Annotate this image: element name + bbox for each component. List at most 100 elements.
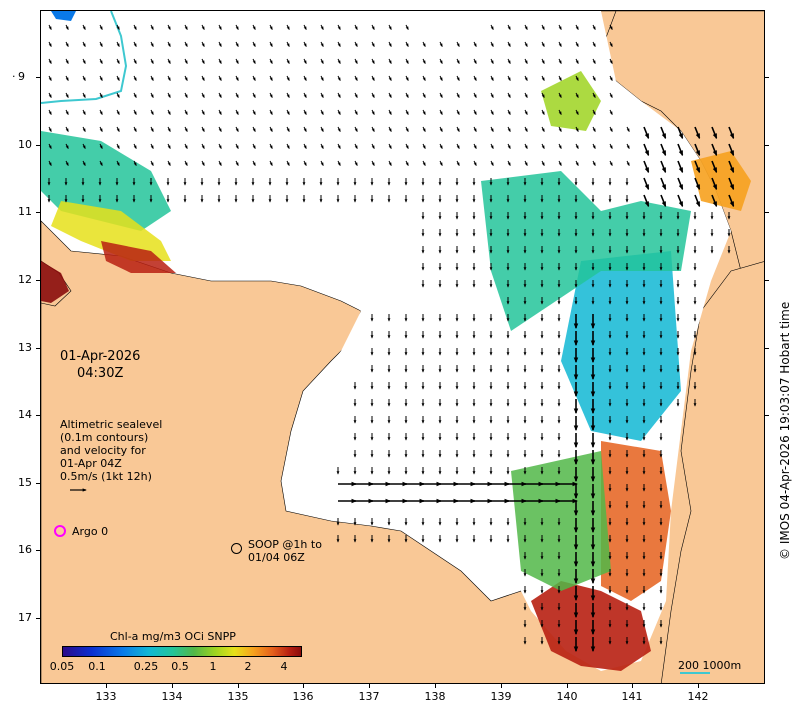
velocity-arrow bbox=[558, 92, 562, 99]
velocity-arrow bbox=[405, 126, 409, 133]
velocity-arrow bbox=[184, 58, 188, 65]
velocity-arrow bbox=[354, 109, 358, 116]
velocity-arrow bbox=[269, 109, 273, 116]
velocity-arrow bbox=[473, 109, 477, 116]
velocity-arrow bbox=[558, 58, 562, 65]
velocity-arrow bbox=[252, 58, 256, 65]
velocity-arrow bbox=[48, 75, 52, 82]
velocity-arrow bbox=[643, 143, 650, 157]
velocity-arrow bbox=[65, 41, 69, 48]
velocity-arrow bbox=[558, 126, 562, 133]
map-canvas[interactable] bbox=[40, 10, 765, 684]
velocity-arrow bbox=[439, 75, 443, 82]
velocity-arrow bbox=[184, 160, 188, 167]
velocity-arrow bbox=[337, 41, 341, 48]
velocity-arrow bbox=[354, 58, 358, 65]
velocity-arrow bbox=[388, 143, 392, 150]
tick bbox=[36, 77, 40, 78]
longitude-label: 140 bbox=[556, 690, 578, 703]
velocity-arrow bbox=[456, 143, 460, 150]
velocity-arrow bbox=[592, 24, 596, 31]
velocity-arrow bbox=[490, 41, 494, 48]
velocity-arrow bbox=[541, 75, 545, 82]
scale-label: 200 1000m bbox=[678, 659, 742, 672]
velocity-arrow bbox=[388, 41, 392, 48]
velocity-arrow bbox=[575, 75, 579, 82]
velocity-arrow bbox=[490, 58, 494, 65]
map-date: 01-Apr-2026 bbox=[60, 349, 141, 364]
velocity-arrow bbox=[269, 24, 273, 31]
velocity-arrow bbox=[252, 75, 256, 82]
velocity-arrow bbox=[303, 41, 307, 48]
velocity-arrow bbox=[371, 126, 375, 133]
chl-patch-west-island-red bbox=[41, 261, 69, 303]
velocity-arrow bbox=[320, 24, 324, 31]
velocity-arrow bbox=[711, 194, 718, 208]
velocity-arrow bbox=[133, 24, 137, 31]
velocity-arrow bbox=[252, 92, 256, 99]
velocity-arrow bbox=[592, 126, 596, 133]
velocity-arrow bbox=[388, 126, 392, 133]
velocity-arrow bbox=[133, 160, 137, 167]
land-east-coast-upper bbox=[660, 261, 764, 683]
tick bbox=[765, 77, 769, 78]
velocity-arrow bbox=[405, 58, 409, 65]
velocity-arrow bbox=[235, 160, 239, 167]
velocity-arrow bbox=[116, 58, 120, 65]
tick bbox=[765, 415, 769, 416]
velocity-arrow bbox=[65, 143, 69, 150]
velocity-arrow bbox=[269, 75, 273, 82]
velocity-arrow bbox=[65, 75, 69, 82]
longitude-label: 135 bbox=[227, 690, 249, 703]
velocity-arrow bbox=[694, 160, 701, 174]
velocity-arrow bbox=[218, 143, 222, 150]
tick bbox=[765, 280, 769, 281]
velocity-arrow bbox=[388, 109, 392, 116]
colorbar-tick: 0.25 bbox=[133, 660, 159, 673]
velocity-arrow bbox=[677, 177, 684, 191]
velocity-arrow bbox=[82, 143, 86, 150]
altimetry-line: 01-Apr 04Z bbox=[60, 457, 122, 470]
altimetry-line: 0.5m/s (1kt 12h) bbox=[60, 470, 152, 483]
velocity-arrow bbox=[405, 143, 409, 150]
tick bbox=[501, 684, 502, 688]
velocity-arrow bbox=[65, 126, 69, 133]
velocity-arrow bbox=[286, 58, 290, 65]
map-time: 04:30Z bbox=[77, 366, 124, 381]
velocity-arrow bbox=[167, 24, 171, 31]
velocity-arrow bbox=[320, 109, 324, 116]
velocity-arrow bbox=[575, 160, 579, 167]
velocity-arrow bbox=[269, 126, 273, 133]
velocity-arrow bbox=[371, 41, 375, 48]
chl-patch-green-east bbox=[481, 171, 691, 331]
velocity-arrow bbox=[337, 143, 341, 150]
velocity-arrow bbox=[405, 75, 409, 82]
velocity-arrow bbox=[422, 160, 426, 167]
velocity-arrow bbox=[609, 24, 613, 31]
velocity-arrow bbox=[99, 143, 103, 150]
velocity-arrow bbox=[116, 126, 120, 133]
tick bbox=[36, 415, 40, 416]
velocity-arrow bbox=[660, 143, 667, 157]
velocity-arrow bbox=[116, 41, 120, 48]
velocity-arrow bbox=[116, 143, 120, 150]
velocity-arrow bbox=[456, 126, 460, 133]
argo-label: Argo 0 bbox=[72, 525, 109, 538]
velocity-arrow bbox=[575, 41, 579, 48]
velocity-arrow bbox=[218, 58, 222, 65]
chl-patch-east-orange bbox=[601, 441, 671, 601]
colorbar bbox=[62, 646, 302, 657]
velocity-arrow bbox=[575, 143, 579, 150]
velocity-arrow bbox=[439, 160, 443, 167]
velocity-arrow bbox=[643, 194, 650, 208]
velocity-arrow bbox=[184, 75, 188, 82]
velocity-arrow bbox=[490, 160, 494, 167]
colorbar-tick: 4 bbox=[280, 660, 288, 673]
velocity-arrow bbox=[286, 126, 290, 133]
velocity-arrow bbox=[320, 58, 324, 65]
velocity-arrow bbox=[235, 126, 239, 133]
colorbar-tick: 2 bbox=[244, 660, 252, 673]
velocity-arrow bbox=[218, 75, 222, 82]
velocity-arrow bbox=[201, 41, 205, 48]
velocity-arrow bbox=[201, 92, 205, 99]
